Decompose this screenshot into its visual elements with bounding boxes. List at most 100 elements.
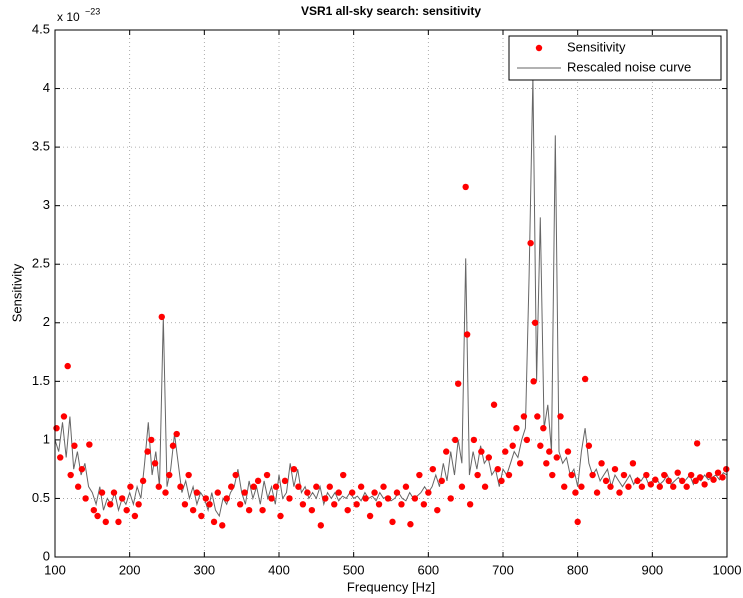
sensitivity-point bbox=[490, 401, 498, 408]
sensitivity-point bbox=[574, 518, 581, 526]
x-tick-label: 400 bbox=[268, 562, 290, 577]
sensitivity-point bbox=[102, 518, 109, 526]
sensitivity-point bbox=[214, 489, 221, 496]
legend-label: Rescaled noise curve bbox=[567, 59, 691, 74]
sensitivity-point bbox=[629, 460, 637, 467]
sensitivity-point bbox=[228, 483, 235, 490]
noise-curve bbox=[54, 76, 728, 518]
sensitivity-point bbox=[57, 454, 64, 461]
axis-exponent-power: −23 bbox=[85, 6, 100, 16]
sensitivity-point bbox=[135, 501, 142, 508]
sensitivity-point bbox=[60, 413, 68, 420]
sensitivity-point bbox=[585, 442, 593, 449]
sensitivity-point bbox=[546, 448, 553, 455]
sensitivity-point bbox=[366, 512, 374, 520]
sensitivity-point bbox=[564, 448, 572, 455]
sensitivity-point bbox=[189, 506, 197, 514]
sensitivity-point bbox=[537, 442, 544, 449]
sensitivity-point bbox=[181, 501, 189, 508]
plot-frame bbox=[54, 29, 728, 558]
sensitivity-point bbox=[53, 424, 60, 432]
sensitivity-point bbox=[714, 469, 722, 476]
sensitivity-point bbox=[380, 483, 387, 490]
sensitivity-point bbox=[210, 518, 218, 526]
sensitivity-point bbox=[683, 483, 690, 490]
sensitivity-point bbox=[581, 375, 589, 383]
sensitivity-point bbox=[543, 460, 550, 467]
sensitivity-point bbox=[110, 489, 118, 496]
sensitivity-point bbox=[245, 506, 253, 514]
sensitivity-point bbox=[290, 465, 298, 473]
sensitivity-point bbox=[402, 483, 410, 490]
sensitivity-point bbox=[127, 483, 134, 490]
sensitivity-point bbox=[481, 483, 489, 490]
sensitivity-point bbox=[474, 471, 481, 479]
sensitivity-point bbox=[425, 489, 432, 496]
chart-title: VSR1 all-sky search: sensitivity bbox=[301, 4, 481, 18]
sensitivity-point bbox=[94, 512, 101, 520]
sensitivity-point bbox=[625, 483, 632, 490]
sensitivity-point bbox=[494, 465, 501, 473]
x-tick-label: 200 bbox=[119, 562, 141, 577]
sensitivity-point bbox=[241, 489, 248, 496]
sensitivity-point bbox=[162, 489, 169, 496]
sensitivity-point bbox=[513, 424, 520, 432]
sensitivity-point bbox=[478, 448, 485, 455]
sensitivity-point bbox=[331, 501, 338, 508]
x-tick-label: 500 bbox=[343, 562, 365, 577]
sensitivity-point bbox=[470, 436, 478, 444]
sensitivity-point bbox=[572, 489, 579, 496]
sensitivity-point bbox=[598, 460, 605, 467]
sensitivity-point bbox=[119, 495, 126, 502]
sensitivity-point bbox=[705, 471, 713, 479]
sensitivity-point bbox=[530, 378, 537, 385]
sensitivity-point bbox=[643, 471, 650, 479]
axis-exponent-base: x 10 bbox=[57, 10, 80, 24]
sensitivity-point bbox=[693, 440, 701, 447]
sensitivity-point bbox=[202, 495, 210, 502]
sensitivity-point bbox=[701, 481, 708, 488]
sensitivity-point bbox=[115, 518, 122, 526]
x-tick-label: 1000 bbox=[713, 562, 742, 577]
sensitivity-point bbox=[155, 483, 162, 490]
sensitivity-point bbox=[458, 483, 466, 490]
sensitivity-point bbox=[326, 483, 333, 490]
sensitivity-point bbox=[634, 477, 641, 485]
sensitivity-point bbox=[578, 483, 585, 490]
sensitivity-point bbox=[434, 506, 441, 514]
sensitivity-point bbox=[723, 465, 730, 473]
sensitivity-point bbox=[193, 489, 201, 496]
y-tick-label: 0 bbox=[43, 548, 50, 563]
sensitivity-point bbox=[254, 477, 262, 485]
sensitivity-point bbox=[206, 501, 213, 508]
sensitivity-point bbox=[411, 495, 419, 502]
y-tick-label: 1.5 bbox=[32, 373, 50, 388]
sensitivity-point bbox=[232, 471, 239, 479]
x-tick-label: 300 bbox=[193, 562, 215, 577]
sensitivity-point bbox=[589, 471, 596, 479]
sensitivity-point bbox=[277, 512, 284, 520]
sensitivity-point bbox=[64, 362, 71, 370]
sensitivity-point bbox=[523, 436, 531, 444]
sensitivity-point bbox=[509, 442, 516, 449]
y-tick-label: 3 bbox=[43, 197, 50, 212]
sensitivity-point bbox=[348, 489, 356, 496]
y-tick-label: 0.5 bbox=[32, 490, 50, 505]
sensitivity-point bbox=[268, 495, 275, 502]
sensitivity-point bbox=[602, 477, 610, 485]
sensitivity-point bbox=[549, 471, 556, 479]
legend-box bbox=[508, 35, 722, 81]
sensitivity-point bbox=[236, 501, 244, 508]
sensitivity-point bbox=[531, 319, 539, 326]
y-tick-label: 2.5 bbox=[32, 256, 50, 271]
sensitivity-point bbox=[447, 495, 454, 502]
sensitivity-point bbox=[384, 495, 392, 502]
x-tick-label: 700 bbox=[492, 562, 514, 577]
sensitivity-point bbox=[304, 489, 311, 496]
sensitivity-point bbox=[340, 471, 347, 479]
sensitivity-point bbox=[98, 489, 106, 496]
sensitivity-point bbox=[652, 476, 659, 483]
sensitivity-point bbox=[466, 501, 474, 508]
sensitivity-point bbox=[485, 454, 493, 461]
